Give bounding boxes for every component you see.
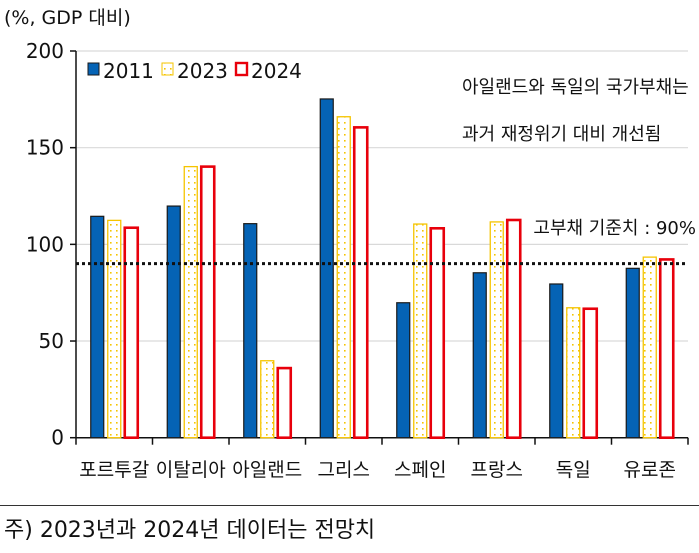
bar-2011 <box>396 302 411 439</box>
bar-2023 <box>260 360 275 439</box>
bar-2011 <box>472 272 487 439</box>
x-tick-label: 이탈리아 <box>156 459 226 481</box>
footnote: 주) 2023년과 2024년 데이터는 전망치 <box>4 518 376 543</box>
bar-2011 <box>319 98 334 439</box>
x-tick-label: 스페인 <box>394 459 446 481</box>
y-tick-label: 200 <box>26 39 64 63</box>
bar-2023 <box>336 116 351 439</box>
bar-2023 <box>107 219 122 439</box>
bar-2024 <box>352 126 369 440</box>
x-tick-label: 독일 <box>556 459 591 481</box>
bar-2011 <box>625 267 640 439</box>
x-tick-label: 포르투갈 <box>79 459 149 481</box>
bar-2024 <box>505 218 522 439</box>
x-tick-label: 유로존 <box>624 459 676 481</box>
bar-2024 <box>658 258 675 440</box>
y-tick-label: 150 <box>26 136 64 160</box>
annotation-text: 아일랜드와 독일의 국가부채는 <box>462 77 689 98</box>
x-tick-label: 아일랜드 <box>232 459 302 481</box>
bar-2011 <box>90 215 105 439</box>
bar-2011 <box>166 205 181 439</box>
y-tick-label: 100 <box>26 232 64 256</box>
bar-2023 <box>642 256 657 439</box>
footnote-divider <box>0 505 699 506</box>
legend-label: 2023 <box>177 59 228 83</box>
legend-swatch-2011 <box>87 62 100 76</box>
bar-2011 <box>549 283 564 439</box>
bar-2024 <box>276 366 293 439</box>
reference-line-label: 고부채 기준치 : 90% <box>533 218 696 239</box>
x-tick-label: 프랑스 <box>471 459 523 481</box>
bar-2023 <box>489 221 504 439</box>
y-tick-label: 50 <box>39 329 64 353</box>
annotation-text: 과거 재정위기 대비 개선됨 <box>462 124 661 145</box>
bar-2023 <box>413 223 428 439</box>
legend-swatch-2023 <box>161 62 174 76</box>
bar-2024 <box>123 226 140 439</box>
bar-2023 <box>183 165 198 439</box>
legend-label: 2024 <box>251 59 302 83</box>
bar-2024 <box>582 307 599 440</box>
bar-2023 <box>566 307 581 439</box>
y-tick-label: 0 <box>51 426 64 450</box>
x-tick-label: 그리스 <box>318 459 370 481</box>
legend-label: 2011 <box>103 59 154 83</box>
unit-label: (%, GDP 대비) <box>4 7 131 29</box>
bar-2024 <box>199 165 216 439</box>
bar-2024 <box>429 227 446 440</box>
legend-swatch-2024 <box>234 61 249 77</box>
bar-2011 <box>243 223 258 439</box>
